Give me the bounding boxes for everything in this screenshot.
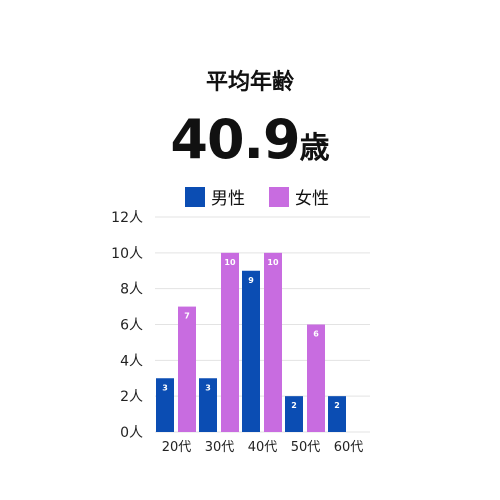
legend-swatch-female: [269, 186, 289, 207]
bar-male: [285, 396, 303, 432]
y-tick-label: 0人: [120, 425, 143, 441]
bar-value-label: 7: [184, 312, 190, 321]
y-tick-label: 4人: [120, 353, 143, 369]
x-tick-label: 60代: [334, 440, 364, 455]
bar-female: [264, 252, 282, 432]
x-tick-label: 50代: [291, 440, 321, 455]
legend-swatch-male: [185, 186, 205, 207]
bar-value-label: 3: [205, 383, 211, 392]
bar-value-label: 10: [224, 258, 236, 267]
x-tick-label: 20代: [162, 440, 192, 455]
legend-item-female: 女性: [269, 184, 329, 209]
legend-item-male: 男性: [185, 184, 245, 209]
bar-value-label: 2: [291, 401, 297, 410]
bar-value-label: 2: [334, 401, 340, 410]
bar-male: [199, 378, 217, 432]
x-tick-label: 40代: [248, 440, 278, 455]
legend-label-male: 男性: [211, 189, 245, 209]
bar-female: [178, 306, 196, 432]
legend: 男性 女性: [185, 184, 353, 209]
chart-title: 平均年齢: [205, 70, 294, 95]
y-tick-label: 6人: [120, 318, 143, 334]
y-tick-label: 12人: [111, 210, 143, 226]
bar-male: [156, 378, 174, 432]
y-tick-label: 10人: [111, 246, 143, 262]
average-age: 40.9歳: [0, 108, 500, 171]
bar-value-label: 3: [162, 383, 168, 392]
average-age-unit: 歳: [299, 131, 330, 166]
bar-value-label: 10: [267, 258, 279, 267]
bar-value-label: 6: [313, 330, 319, 339]
legend-label-female: 女性: [295, 189, 329, 209]
bar-value-label: 9: [248, 276, 254, 285]
bar-male: [242, 270, 260, 432]
average-age-value: 40.9: [170, 108, 300, 171]
y-tick-label: 8人: [120, 282, 143, 298]
x-tick-label: 30代: [205, 440, 235, 455]
bar-female: [221, 252, 239, 432]
bar-female: [307, 324, 325, 432]
bar-male: [328, 396, 346, 432]
y-tick-label: 2人: [120, 389, 143, 405]
